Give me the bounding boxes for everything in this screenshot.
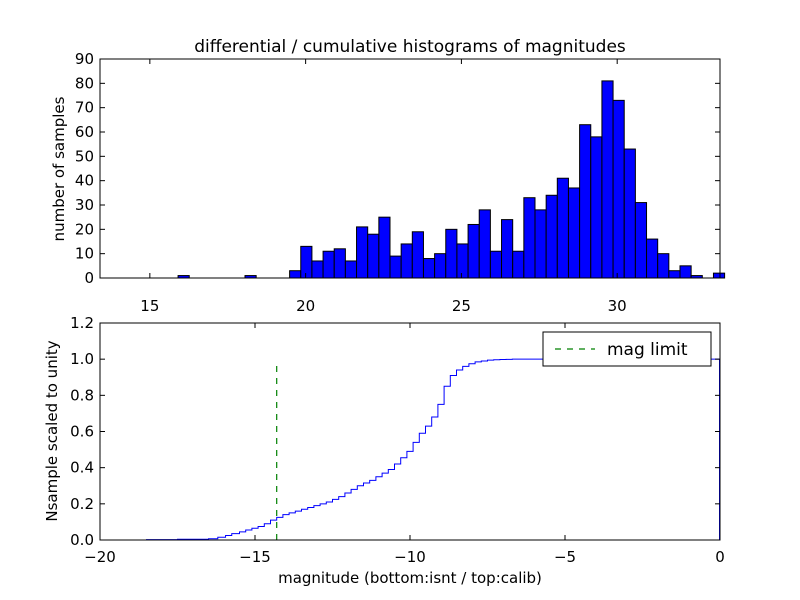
cumulative-histogram-panel: Nsample scaled to unity magnitude (botto… [43, 314, 725, 587]
top-x-tick-label: 15 [140, 297, 159, 315]
top-x-tick-label: 25 [452, 297, 471, 315]
top-y-tick-label: 80 [75, 74, 94, 92]
histogram-bar [467, 223, 480, 279]
bottom-x-tick-label: −20 [84, 548, 116, 566]
histogram-bar [612, 99, 625, 279]
histogram-bar [623, 148, 636, 279]
top-y-tick-label: 40 [75, 172, 94, 190]
top-y-tick-label: 90 [75, 50, 94, 68]
top-y-tick-label: 30 [75, 196, 94, 214]
histogram-bar [668, 270, 681, 279]
top-x-tick-label: 30 [608, 297, 627, 315]
cumulative-lines [100, 358, 720, 541]
histogram-bar [289, 270, 302, 279]
bottom-x-tick-label: −5 [554, 548, 576, 566]
bottom-y-tick-label: 0.2 [70, 495, 94, 513]
top-plot-frame [99, 58, 721, 279]
top-y-tick-label: 20 [75, 220, 94, 238]
histogram-bar [501, 219, 514, 279]
histogram-bar [679, 265, 692, 279]
histogram-bar [400, 243, 413, 279]
histogram-bar [512, 250, 525, 279]
differential-histogram-panel: differential / cumulative histograms of … [50, 37, 726, 315]
histogram-bar [422, 258, 436, 279]
bottom-plot-frame [99, 322, 721, 541]
bottom-x-tick-label: −15 [239, 548, 271, 566]
histogram-bar [579, 124, 592, 279]
histogram-bar [344, 260, 358, 279]
cumulative-step-line [100, 358, 720, 541]
bottom-y-tick-label: 1.0 [70, 350, 94, 368]
top-y-tick-label: 10 [75, 245, 94, 263]
bottom-axis-ticks: 0.0 0.2 0.4 0.6 0.8 1.0 1.2 −20 −15 −10 −5 0 [70, 314, 725, 566]
legend-mag-limit-label: mag limit [607, 340, 688, 360]
histogram-bar [367, 233, 380, 279]
histogram-bar [646, 238, 659, 279]
histogram-bar [333, 248, 346, 279]
top-y-tick-label: 0 [84, 269, 94, 287]
histogram-bar [311, 260, 324, 279]
histogram-bar [545, 194, 558, 279]
bottom-y-tick-label: 0.4 [70, 459, 94, 477]
histogram-bar [389, 255, 402, 279]
histogram-bar [657, 253, 670, 279]
bottom-y-tick-label: 0.0 [70, 531, 94, 549]
chart-title: differential / cumulative histograms of … [194, 37, 626, 57]
top-x-tick-label: 20 [296, 297, 315, 315]
histogram-bar [322, 250, 335, 279]
histogram-bar [556, 177, 569, 279]
histogram-bar [634, 202, 648, 279]
legend: mag limit [542, 331, 712, 367]
bottom-x-tick-label: −10 [394, 548, 426, 566]
histogram-bar [300, 245, 313, 279]
histogram-bar [434, 253, 447, 279]
histogram-bar [590, 136, 603, 279]
histogram-bar [523, 197, 536, 279]
top-y-tick-label: 50 [75, 147, 94, 165]
top-y-tick-label: 70 [75, 99, 94, 117]
histogram-bar [489, 250, 503, 279]
bottom-y-tick-label: 1.2 [70, 314, 94, 332]
histogram-bar [456, 243, 469, 279]
histogram-bar [445, 228, 458, 279]
top-axis-ticks: 0 10 20 30 40 50 60 70 80 90 15 20 25 30 [75, 50, 720, 315]
bottom-x-tick-label: 0 [715, 548, 725, 566]
histogram-bar [712, 272, 726, 279]
bottom-y-axis-label: Nsample scaled to unity [43, 340, 61, 521]
bottom-y-tick-label: 0.6 [70, 423, 94, 441]
histogram-bar [534, 209, 547, 279]
bottom-y-tick-label: 0.8 [70, 386, 94, 404]
top-y-axis-label: number of samples [50, 96, 68, 241]
histogram-bar [567, 187, 581, 279]
histogram-bar [601, 80, 614, 279]
histogram-bar [478, 209, 491, 279]
histogram-bar [411, 231, 424, 279]
histogram-bar [356, 226, 369, 279]
bottom-x-axis-label: magnitude (bottom:isnt / top:calib) [278, 569, 542, 587]
histogram-bars [177, 80, 726, 279]
histogram-bar [378, 216, 391, 279]
top-y-tick-label: 60 [75, 123, 94, 141]
